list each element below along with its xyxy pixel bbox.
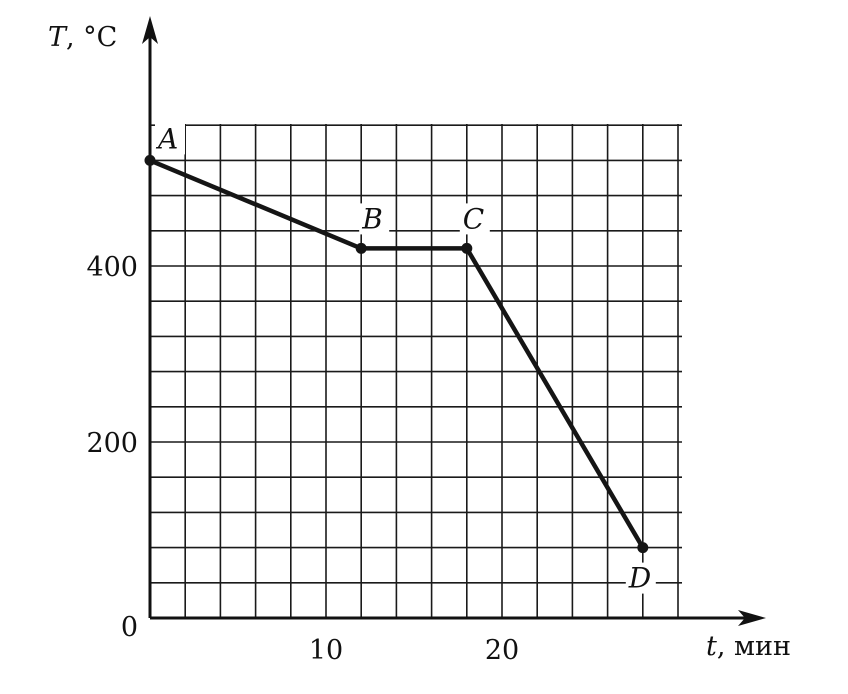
series-line (147, 158, 646, 550)
data-point-b (355, 242, 367, 254)
point-label-d: D (628, 562, 651, 595)
y-axis-title: T, °C (48, 22, 117, 53)
axes (142, 16, 766, 626)
series (144, 154, 649, 554)
x-tick-label: 20 (485, 635, 519, 666)
x-axis-title: t, мин (706, 631, 791, 662)
point-label-a: A (155, 122, 178, 155)
y-tick-label: 200 (86, 428, 138, 459)
data-point-a (144, 154, 156, 166)
point-label-background (459, 203, 490, 235)
grid (150, 124, 682, 618)
x-tick-label: 0 (121, 612, 138, 643)
data-point-c (461, 242, 473, 254)
point-label-c: C (463, 202, 484, 235)
labels: 0 10 20 200 400 A B C D (86, 122, 656, 666)
x-axis-arrow (738, 610, 766, 626)
point-label-background (359, 203, 390, 235)
x-tick-label: 10 (309, 635, 343, 666)
point-label-background (155, 123, 185, 155)
point-label-b: B (361, 202, 383, 235)
data-point-d (637, 542, 649, 554)
point-label-background (625, 562, 656, 594)
y-tick-label: 400 (86, 252, 138, 283)
y-axis-arrow (142, 16, 158, 44)
